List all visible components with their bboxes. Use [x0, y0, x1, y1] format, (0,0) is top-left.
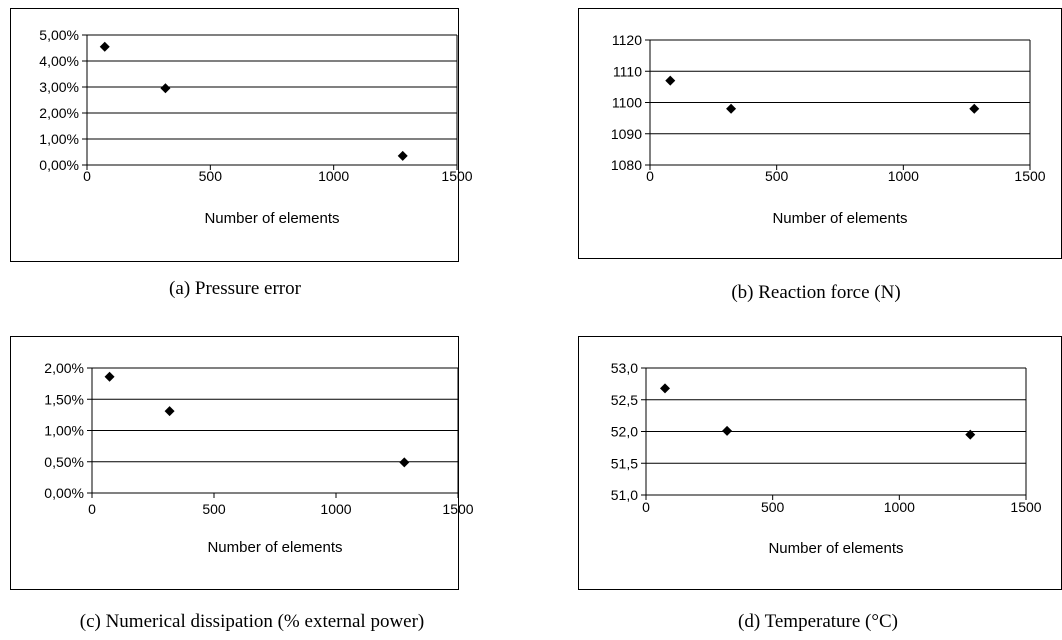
- x-tick-label: 1500: [441, 168, 472, 184]
- data-point-marker: [99, 41, 110, 52]
- x-tick-label: 0: [83, 168, 91, 184]
- data-point-marker: [665, 75, 676, 86]
- y-tick-label: 1,00%: [44, 423, 84, 439]
- data-point-marker: [965, 429, 976, 440]
- x-tick-label: 1500: [1010, 499, 1041, 515]
- chart-plot-numerical-dissipation: 0,00% 0,50% 1,00% 1,50% 2,00% 0 500 1000 1500 Num…: [44, 360, 473, 556]
- data-point-marker: [397, 150, 408, 161]
- x-tick-label: 1000: [888, 168, 919, 184]
- x-axis-title: Number of elements: [204, 210, 339, 227]
- y-tick-label: 1,50%: [44, 391, 84, 407]
- data-point-marker: [722, 425, 733, 436]
- y-tick-label: 1120: [612, 32, 642, 48]
- y-tick-label: 0,00%: [44, 485, 84, 501]
- data-point-marker: [660, 383, 670, 394]
- x-axis-title: Number of elements: [772, 210, 907, 227]
- y-tick-label: 5,00%: [39, 27, 79, 43]
- chart-caption-pressure-error: (a) Pressure error: [169, 278, 301, 299]
- y-tick-label: 0,00%: [39, 157, 79, 173]
- chart-caption-temperature: (d) Temperature (°C): [738, 611, 898, 632]
- x-tick-label: 1500: [1014, 168, 1045, 184]
- x-axis-title: Number of elements: [207, 539, 342, 556]
- y-tick-label: 3,00%: [39, 79, 79, 95]
- x-tick-label: 1000: [320, 501, 351, 517]
- chart-caption-numerical-dissipation: (c) Numerical dissipation (% external po…: [79, 611, 425, 632]
- x-tick-label: 500: [761, 499, 785, 515]
- y-tick-label: 0,50%: [44, 454, 84, 470]
- y-tick-label: 2,00%: [39, 105, 79, 121]
- y-tick-label: 52,5: [611, 392, 638, 408]
- chart-plot-pressure-error: 0,00% 1,00% 2,00% 3,00% 4,00% 5,00% 0 500 1000 15…: [39, 27, 472, 227]
- x-axis-title: Number of elements: [768, 540, 903, 557]
- x-tick-label: 1500: [442, 501, 473, 517]
- x-tick-label: 1000: [318, 168, 349, 184]
- x-tick-label: 500: [202, 501, 226, 517]
- data-point-marker: [164, 406, 175, 417]
- x-tick-label: 0: [88, 501, 96, 517]
- chart-caption-reaction-force: (b) Reaction force (N): [731, 282, 901, 303]
- y-tick-label: 1,00%: [39, 131, 79, 147]
- x-tick-label: 500: [765, 168, 789, 184]
- chart-plot-reaction-force: 1080 1090 1100 1110 1120 0 500 1000 1500 Number o…: [611, 32, 1046, 227]
- y-tick-label: 51,0: [611, 487, 638, 503]
- data-point-marker: [160, 83, 171, 94]
- chart-frame: [10, 8, 459, 262]
- y-tick-label: 1090: [611, 126, 642, 142]
- y-tick-label: 1080: [611, 157, 642, 173]
- y-tick-label: 4,00%: [39, 53, 79, 69]
- y-tick-label: 1110: [613, 63, 642, 79]
- data-point-marker: [726, 103, 737, 114]
- chart-plot-temperature: 51,0 51,5 52,0 52,5 53,0 0 500 1000 1500 Number o…: [611, 360, 1042, 557]
- chart-frame: [10, 336, 459, 590]
- x-tick-label: 0: [646, 168, 654, 184]
- data-point-marker: [969, 103, 980, 114]
- y-tick-label: 53,0: [611, 360, 638, 376]
- y-tick-label: 52,0: [611, 424, 638, 440]
- x-tick-label: 1000: [884, 499, 915, 515]
- y-tick-label: 51,5: [611, 455, 638, 471]
- data-point-marker: [399, 457, 410, 468]
- y-tick-label: 2,00%: [44, 360, 84, 376]
- x-tick-label: 500: [199, 168, 223, 184]
- x-tick-label: 0: [642, 499, 650, 515]
- data-point-marker: [104, 371, 115, 382]
- y-tick-label: 1100: [612, 95, 642, 111]
